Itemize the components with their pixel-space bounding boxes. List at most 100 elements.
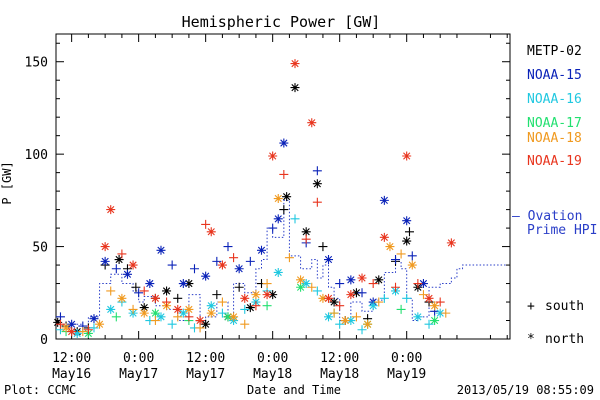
- north-point: [229, 312, 239, 322]
- south-point: [318, 242, 328, 252]
- south-point: [413, 279, 423, 289]
- south-point: [396, 304, 406, 314]
- south-point: [167, 319, 177, 329]
- chart-title: Hemispheric Power [GW]: [182, 13, 381, 31]
- north-point: [72, 328, 82, 338]
- x-tick-date-label: May19: [387, 367, 426, 382]
- x-tick-date-label: May17: [119, 367, 158, 382]
- north-point: [150, 308, 160, 318]
- north-point: [273, 214, 283, 224]
- south-point: [201, 219, 211, 229]
- south-point: [391, 255, 401, 265]
- plot-credit: Plot: CCMC: [4, 383, 76, 397]
- legend-entry-noaa19: NOAA-19: [527, 154, 582, 169]
- north-point: [290, 83, 300, 93]
- series-noaa-15: [55, 138, 440, 331]
- north-point: [301, 279, 311, 289]
- north-point: [268, 151, 278, 161]
- north-point: [374, 275, 384, 285]
- north-point: [318, 293, 328, 303]
- north-point: [273, 194, 283, 204]
- north-point: [139, 308, 149, 318]
- north-point: [234, 264, 244, 274]
- north-point: [217, 260, 227, 270]
- north-point: [89, 314, 99, 324]
- north-point: [324, 255, 334, 265]
- north-point: [206, 301, 216, 311]
- ovation-line: [56, 199, 508, 329]
- south-point: [279, 169, 289, 179]
- series-noaa-18: [61, 194, 451, 337]
- south-point: [55, 319, 65, 329]
- north-point: [351, 288, 361, 298]
- south-point: [83, 325, 93, 335]
- y-tick-label: 150: [25, 56, 48, 71]
- south-point: [217, 297, 227, 307]
- south-point: [335, 301, 345, 311]
- north-point: [195, 316, 205, 326]
- north-point: [206, 227, 216, 237]
- north-point: [178, 308, 188, 318]
- north-point: [324, 293, 334, 303]
- north-point: [67, 327, 77, 337]
- north-point: [95, 319, 105, 329]
- south-point: [128, 304, 138, 314]
- plot-timestamp: 2013/05/19 08:55:09: [457, 383, 594, 397]
- north-point: [346, 316, 356, 326]
- x-tick-date-label: May16: [52, 367, 91, 382]
- y-axis-label: P [GW]: [0, 161, 14, 204]
- north-point: [184, 279, 194, 289]
- north-point: [357, 273, 367, 283]
- legend-entry-noaa15: NOAA-15: [527, 68, 582, 83]
- north-point: [446, 238, 456, 248]
- north-point: [223, 312, 233, 322]
- north-point: [296, 275, 306, 285]
- south-point: [407, 251, 417, 261]
- north-point: [173, 304, 183, 314]
- north-point: [435, 308, 445, 318]
- north-point: [251, 290, 261, 300]
- south-point: [240, 319, 250, 329]
- north-point: [324, 312, 334, 322]
- south-point: [150, 316, 160, 326]
- north-point: [122, 269, 132, 279]
- south-point: [418, 290, 428, 300]
- north-point: [329, 297, 339, 307]
- south-point: [312, 286, 322, 296]
- south-point: [312, 197, 322, 207]
- legend-north-symbol: *: [527, 332, 535, 347]
- legend-entry-noaa16: NOAA-16: [527, 92, 582, 107]
- north-point: [150, 293, 160, 303]
- x-tick-date-label: May18: [253, 367, 292, 382]
- south-point: [357, 325, 367, 335]
- south-point: [301, 234, 311, 244]
- south-point: [131, 282, 141, 292]
- north-point: [240, 293, 250, 303]
- south-point: [139, 286, 149, 296]
- legend-entry-metp02: METP-02: [527, 44, 582, 59]
- north-point: [67, 319, 77, 329]
- north-point: [162, 286, 172, 296]
- south-point: [134, 288, 144, 298]
- x-tick-time-label: 0:00: [391, 351, 422, 366]
- north-point: [61, 323, 71, 333]
- legend-entry-noaa17: NOAA-17: [527, 116, 582, 131]
- south-point: [312, 166, 322, 176]
- south-point: [435, 297, 445, 307]
- north-point: [296, 282, 306, 292]
- north-point: [128, 260, 138, 270]
- x-tick-time-label: 0:00: [123, 351, 154, 366]
- north-point: [201, 271, 211, 281]
- south-point: [391, 282, 401, 292]
- north-point: [346, 275, 356, 285]
- south-point: [329, 308, 339, 318]
- south-point: [279, 205, 289, 215]
- north-point: [156, 245, 166, 255]
- south-point: [184, 312, 194, 322]
- south-point: [335, 319, 345, 329]
- north-point: [53, 317, 63, 327]
- south-point: [379, 293, 389, 303]
- north-point: [424, 293, 434, 303]
- axes: 05010015012:00May160:00May1712:00May170:…: [25, 34, 510, 382]
